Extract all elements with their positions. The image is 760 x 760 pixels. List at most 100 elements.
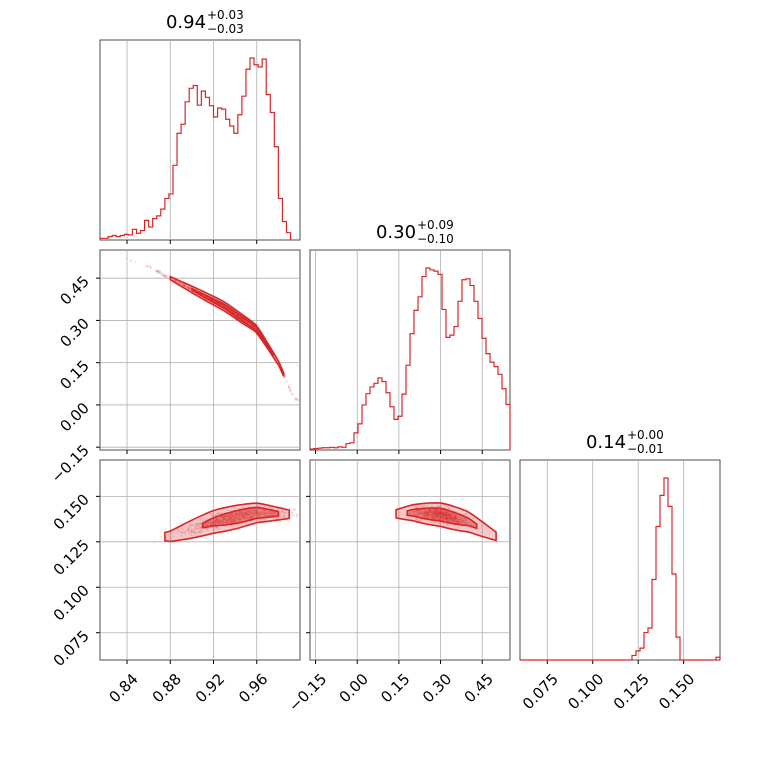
scatter-point (436, 504, 439, 508)
scatter-point (448, 515, 451, 518)
scatter-point (257, 511, 260, 514)
scatter-point (235, 517, 238, 520)
scatter-point (163, 274, 166, 278)
scatter-point (264, 505, 267, 508)
scatter-point (458, 520, 461, 523)
scatter-point (159, 272, 163, 275)
scatter-point (272, 511, 276, 514)
scatter-point (255, 508, 258, 512)
scatter-point (232, 518, 235, 522)
scatter-point (447, 515, 450, 518)
scatter-point (254, 508, 257, 511)
scatter-point (231, 512, 234, 515)
scatter-point (443, 511, 447, 514)
scatter-point (254, 510, 257, 514)
scatter-point (440, 511, 443, 515)
scatter-point (262, 514, 266, 517)
scatter-point (427, 503, 430, 506)
scatter-point (235, 313, 238, 316)
scatter-point (224, 525, 227, 528)
scatter-point (216, 301, 219, 304)
scatter-point (215, 518, 218, 521)
scatter-point (169, 535, 172, 539)
scatter-point (440, 509, 444, 512)
scatter-point (224, 521, 227, 524)
scatter-point (176, 531, 179, 535)
scatter-point (245, 320, 248, 323)
scatter-point (442, 517, 446, 520)
scatter-point (435, 515, 438, 518)
scatter-point (233, 518, 237, 521)
scatter-point (181, 283, 184, 286)
scatter-point (228, 308, 231, 312)
scatter-point (435, 508, 439, 511)
scatter-point (157, 269, 160, 273)
scatter-point (453, 518, 457, 522)
scatter-point (283, 515, 286, 518)
title-param-2: 0.14 +0.00−0.01 (586, 428, 664, 456)
scatter-point (229, 518, 232, 521)
scatter-point (434, 515, 438, 518)
scatter-point (439, 515, 442, 518)
scatter-point (232, 516, 235, 519)
scatter-point (430, 511, 434, 514)
scatter-point (438, 510, 441, 513)
scatter-point (417, 512, 420, 515)
scatter-point (125, 257, 128, 260)
title-value: 0.94 (166, 12, 206, 33)
scatter-point (443, 513, 446, 516)
scatter-point (436, 511, 439, 515)
scatter-point (214, 514, 217, 517)
scatter-point (429, 513, 433, 516)
scatter-point (429, 510, 433, 513)
scatter-point (229, 514, 232, 517)
scatter-point (433, 515, 436, 519)
scatter-point (200, 521, 203, 525)
scatter-point (448, 507, 451, 510)
scatter-point (425, 511, 428, 514)
scatter-point (448, 516, 452, 520)
scatter-point (438, 517, 441, 520)
scatter-point (427, 508, 430, 512)
scatter-point (429, 511, 432, 514)
scatter-point (187, 528, 191, 531)
scatter-point (224, 517, 227, 520)
scatter-point (214, 522, 217, 525)
y-tick-label-0-125: 0.125 (50, 536, 93, 579)
scatter-point (459, 521, 462, 524)
scatter-point (229, 520, 233, 524)
contour-p1-vs-p0-outer (169, 275, 285, 377)
x-tick-label-0-96: 0.96 (235, 670, 271, 706)
scatter-point (437, 511, 440, 514)
scatter-point (454, 515, 457, 518)
scatter-point (212, 299, 215, 302)
scatter-point (431, 517, 434, 520)
scatter-point (433, 516, 436, 519)
scatter-point (217, 302, 220, 305)
scatter-point (426, 514, 429, 518)
scatter-point (190, 529, 193, 532)
scatter-point (192, 530, 195, 533)
scatter-point (448, 513, 451, 517)
scatter-point (437, 515, 440, 518)
scatter-point (431, 511, 434, 515)
scatter-point (415, 514, 418, 517)
scatter-point (454, 515, 457, 518)
scatter-point (236, 314, 239, 317)
scatter-point (453, 519, 456, 522)
scatter-point (426, 511, 429, 514)
scatter-point (445, 517, 448, 521)
scatter-point (230, 512, 234, 515)
scatter-point (436, 511, 439, 514)
scatter-point (464, 512, 467, 516)
scatter-point (445, 518, 448, 521)
scatter-point (423, 508, 427, 511)
scatter-point (233, 520, 236, 523)
scatter-point (248, 511, 251, 514)
scatter-point (214, 519, 217, 522)
scatter-point (224, 520, 228, 523)
scatter-point (287, 383, 291, 387)
scatter-point (230, 516, 233, 519)
y-tick-label-0-075: 0.075 (50, 627, 93, 670)
